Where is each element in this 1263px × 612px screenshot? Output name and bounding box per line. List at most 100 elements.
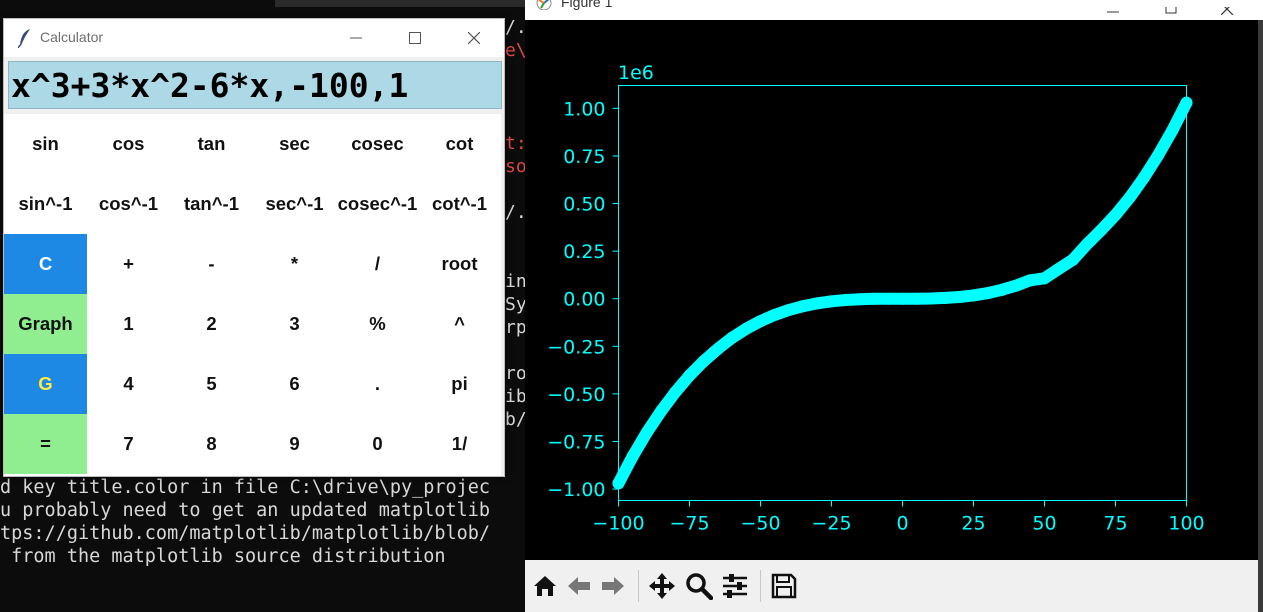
data-point [1180, 96, 1193, 109]
digit-0-button[interactable]: 0 [372, 433, 383, 454]
maximize-button[interactable] [385, 19, 445, 57]
terminal-text-fragment: b/ [505, 409, 527, 430]
terminal-text-fragment: /. [505, 202, 527, 223]
terminal-line: u probably need to get an updated matplo… [0, 500, 491, 521]
g-button[interactable]: G [4, 354, 87, 414]
data-point [967, 289, 980, 302]
data-point [669, 386, 682, 399]
pi-button[interactable]: pi [451, 373, 468, 394]
forward-button[interactable] [597, 570, 629, 602]
digit-7-button[interactable]: 7 [123, 433, 134, 454]
zoom-icon [686, 573, 713, 600]
data-point [896, 292, 909, 305]
home-button[interactable] [529, 570, 561, 602]
digit-8-button[interactable]: 8 [206, 433, 217, 454]
tan-button[interactable]: tan [197, 133, 226, 154]
figure-background [525, 20, 1258, 560]
data-point [1109, 208, 1122, 221]
plot-canvas[interactable]: 1e6 −100 −75 −50 −25 0 25 50 75 100 −1.00 −0.75 −0… [525, 20, 1258, 560]
terminal-text-fragment: in [505, 271, 527, 292]
data-point [612, 477, 625, 490]
y-tick-label: 1.00 [563, 98, 605, 120]
y-offset-label: 1e6 [618, 62, 654, 84]
reciprocal-button[interactable]: 1/ [451, 433, 468, 454]
arcsin-button[interactable]: sin^-1 [18, 193, 73, 214]
configure-subplots-button[interactable] [719, 570, 751, 602]
percent-button[interactable]: % [369, 313, 386, 334]
x-tick-label: −50 [740, 513, 780, 535]
data-point [1095, 224, 1108, 237]
pan-button[interactable] [646, 570, 678, 602]
zoom-button[interactable] [683, 570, 715, 602]
divide-button[interactable]: / [374, 253, 381, 274]
data-point [1038, 272, 1051, 285]
minimize-button[interactable] [1107, 0, 1121, 13]
power-button[interactable]: ^ [454, 313, 465, 334]
minus-button[interactable]: - [208, 253, 215, 274]
plus-button[interactable]: + [123, 253, 134, 274]
digit-3-button[interactable]: 3 [289, 313, 300, 334]
window-title: Calculator [40, 29, 104, 45]
data-point [797, 300, 810, 313]
arcsec-button[interactable]: sec^-1 [265, 193, 324, 214]
digit-1-button[interactable]: 1 [123, 313, 134, 334]
clear-button[interactable]: C [4, 234, 87, 294]
minimize-icon [1107, 11, 1119, 13]
cosec-button[interactable]: cosec [351, 133, 404, 154]
data-point [655, 405, 668, 418]
back-button[interactable] [563, 570, 595, 602]
back-icon [568, 577, 590, 595]
arccosec-button[interactable]: cosec^-1 [337, 193, 418, 214]
terminal-text-fragment: Sy [505, 294, 527, 315]
data-point [981, 287, 994, 300]
data-point [1152, 149, 1165, 162]
x-tick-label: −25 [811, 513, 851, 535]
maximize-button[interactable] [1165, 0, 1179, 14]
sin-button[interactable]: sin [32, 133, 59, 154]
cot-button[interactable]: cot [445, 133, 474, 154]
arctan-button[interactable]: tan^-1 [183, 193, 239, 214]
digit-4-button[interactable]: 4 [123, 373, 134, 394]
calculator-title-bar[interactable]: Calculator [4, 19, 504, 57]
x-tick-label: 75 [1103, 513, 1127, 535]
data-point [754, 315, 767, 328]
close-button[interactable] [444, 19, 504, 57]
keypad: sin cos tan sec cosec cot sin^-1 cos^-1 … [4, 114, 501, 476]
multiply-button[interactable]: * [290, 253, 299, 274]
digit-5-button[interactable]: 5 [206, 373, 217, 394]
cos-button[interactable]: cos [112, 133, 145, 154]
data-point [683, 369, 696, 382]
equals-button[interactable]: = [4, 414, 87, 474]
arccos-button[interactable]: cos^-1 [98, 193, 159, 214]
data-point [1010, 279, 1023, 292]
terminal-text-fragment: so [505, 156, 527, 177]
data-point [811, 297, 824, 310]
graph-button[interactable]: Graph [4, 294, 87, 354]
expression-input[interactable]: x^3+3*x^2-6*x,-100,1 [8, 61, 502, 109]
data-point [1081, 238, 1094, 251]
data-point [1166, 124, 1179, 137]
digit-6-button[interactable]: 6 [289, 373, 300, 394]
calculator-window: Calculator x^3+3*x^2-6*x,-100,1 sin cos … [3, 18, 505, 477]
digit-2-button[interactable]: 2 [206, 313, 217, 334]
close-button[interactable] [1220, 0, 1235, 16]
window-edge [1258, 20, 1263, 612]
save-button[interactable] [768, 570, 800, 602]
data-point [1052, 262, 1065, 275]
y-tick-label: 0.25 [563, 241, 605, 263]
terminal-text-fragment: t: [505, 133, 527, 154]
minimize-button[interactable] [326, 19, 386, 57]
terminal-line: tps://github.com/matplotlib/matplotlib/b… [0, 523, 491, 544]
data-point [839, 293, 852, 306]
toolbar-separator [638, 570, 639, 602]
data-series [612, 96, 1193, 490]
data-point [697, 355, 710, 368]
sec-button[interactable]: sec [279, 133, 310, 154]
arccot-button[interactable]: cot^-1 [431, 193, 487, 214]
digit-9-button[interactable]: 9 [289, 433, 300, 454]
figure-title-bar[interactable]: Figure 1 [525, 0, 1263, 20]
x-tick-label: 100 [1168, 513, 1204, 535]
decimal-button[interactable]: . [374, 373, 381, 394]
figure-window: Figure 1 1e6 −100 −75 −50 −25 0 25 50 75 100 −1.… [525, 0, 1263, 612]
root-button[interactable]: root [441, 253, 478, 274]
